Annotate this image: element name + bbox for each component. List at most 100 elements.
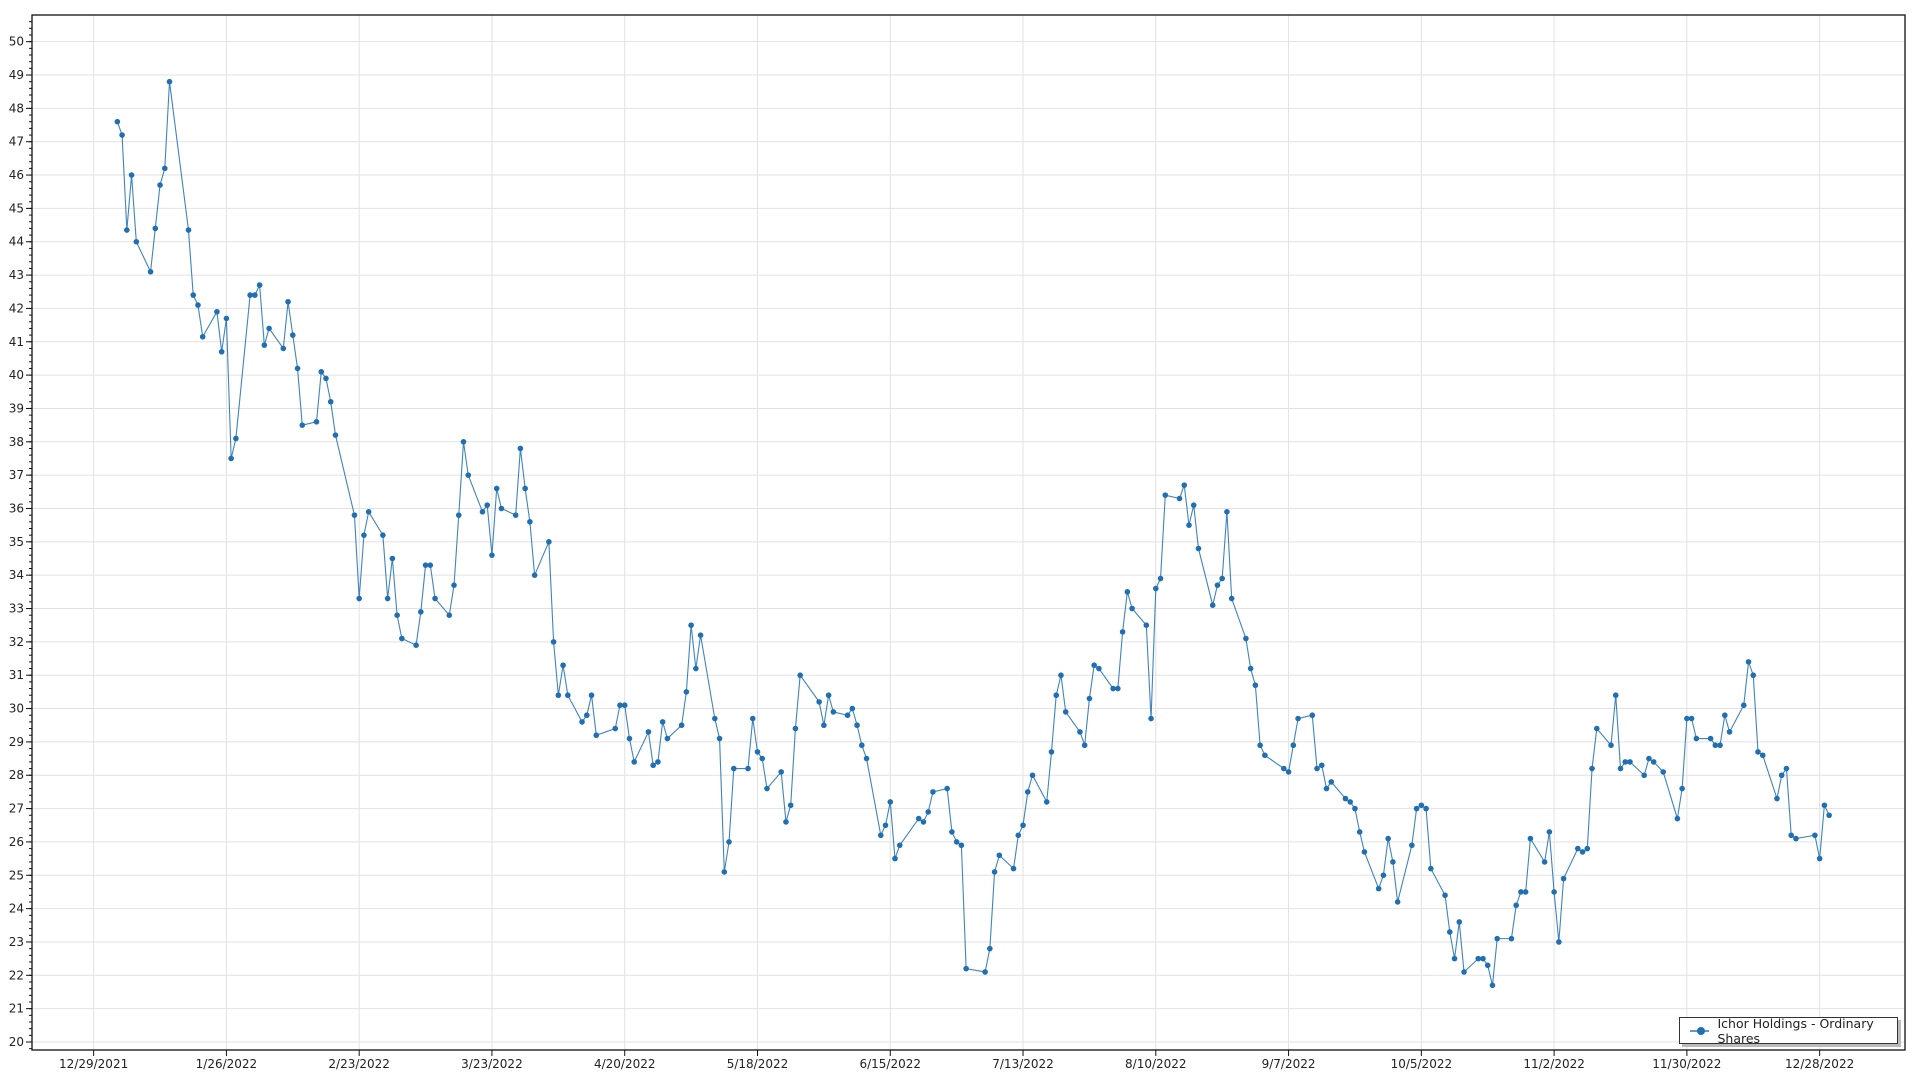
y-tick-label: 38 — [9, 435, 24, 449]
data-point — [892, 855, 898, 862]
y-tick-label: 28 — [9, 768, 24, 782]
data-point — [1508, 935, 1515, 942]
data-point — [617, 702, 623, 709]
data-point — [1390, 859, 1396, 865]
data-point — [721, 869, 728, 875]
data-point — [749, 715, 756, 722]
data-point — [1816, 855, 1823, 862]
data-point — [1091, 662, 1097, 669]
data-point — [1323, 785, 1330, 792]
data-point — [697, 632, 704, 638]
data-point — [1015, 832, 1022, 839]
data-point — [1646, 755, 1652, 762]
x-tick-label: 8/10/2022 — [1125, 1057, 1187, 1071]
data-point — [1209, 602, 1216, 608]
data-point — [645, 729, 652, 735]
data-point — [664, 735, 671, 742]
data-point — [1176, 495, 1183, 502]
x-tick-label: 1/26/2022 — [196, 1057, 258, 1071]
data-point — [1285, 769, 1292, 775]
data-point — [460, 439, 467, 445]
data-point — [1612, 692, 1619, 699]
data-point — [1257, 742, 1263, 749]
data-point — [1124, 589, 1131, 595]
data-point — [996, 852, 1003, 859]
data-point — [517, 445, 524, 452]
data-point — [982, 969, 988, 975]
data-point — [361, 532, 367, 538]
y-tick-label: 40 — [9, 368, 24, 382]
data-point — [1347, 799, 1354, 805]
y-tick-label: 42 — [9, 301, 24, 315]
data-point — [1608, 742, 1614, 749]
data-point — [1423, 805, 1429, 812]
x-axis: 12/29/2021 1/26/2022 2/23/2022 3/23/2022 4/2… — [59, 1050, 1854, 1071]
data-point — [825, 692, 832, 699]
data-point — [256, 282, 263, 288]
data-point — [166, 78, 173, 85]
data-point — [114, 118, 121, 125]
data-point — [1062, 709, 1069, 715]
data-point — [1788, 832, 1794, 839]
data-point — [1162, 492, 1169, 498]
data-point — [1717, 742, 1723, 749]
x-tick-label: 4/20/2022 — [594, 1057, 656, 1071]
y-tick-label: 33 — [9, 602, 24, 616]
data-point — [418, 609, 424, 615]
data-point — [1143, 622, 1150, 628]
data-point — [1461, 969, 1467, 975]
data-point — [432, 595, 438, 602]
data-point — [1361, 849, 1368, 855]
data-point — [1243, 635, 1249, 642]
data-point — [228, 455, 234, 462]
data-point — [1750, 672, 1757, 679]
data-point — [1679, 785, 1685, 792]
data-point — [1551, 889, 1557, 895]
data-point — [1812, 832, 1818, 839]
data-point — [1684, 715, 1690, 722]
data-point — [583, 712, 590, 719]
data-point — [1129, 605, 1135, 612]
data-point — [925, 809, 931, 815]
data-point — [332, 432, 339, 438]
y-tick-label: 32 — [9, 635, 24, 649]
data-point — [1589, 765, 1595, 772]
data-point — [327, 398, 334, 405]
data-point — [1096, 665, 1102, 672]
data-point — [816, 699, 822, 705]
series-line — [116, 81, 1830, 986]
legend-line-marker-icon — [1690, 1026, 1710, 1035]
data-point — [797, 672, 803, 679]
data-point — [1556, 939, 1562, 945]
x-tick-label: 2/23/2022 — [328, 1057, 390, 1071]
data-point — [289, 332, 296, 338]
data-point — [1328, 779, 1335, 785]
y-tick-label: 26 — [9, 835, 24, 849]
data-point — [1617, 765, 1624, 772]
data-point — [399, 635, 405, 642]
data-point — [266, 325, 272, 332]
y-tick-label: 44 — [9, 235, 24, 249]
y-tick-label: 48 — [9, 101, 24, 115]
data-point — [465, 472, 472, 478]
data-point — [844, 712, 851, 719]
data-point — [1593, 725, 1600, 732]
gridlines — [32, 15, 1905, 1050]
data-point — [1451, 955, 1458, 962]
data-point — [384, 595, 391, 602]
data-point — [1228, 595, 1235, 602]
data-point — [1077, 729, 1083, 735]
data-point — [1755, 749, 1761, 755]
data-point — [963, 965, 969, 972]
data-point — [1190, 502, 1197, 508]
legend: Ichor Holdings - Ordinary Shares — [1679, 1016, 1898, 1046]
y-tick-label: 29 — [9, 735, 24, 749]
data-point — [261, 342, 268, 348]
y-tick-label: 34 — [9, 568, 24, 582]
data-point — [133, 238, 140, 245]
data-point — [863, 755, 870, 762]
data-point — [930, 789, 936, 795]
y-tick-label: 22 — [9, 968, 24, 982]
data-point — [380, 532, 386, 538]
data-point — [323, 375, 329, 382]
